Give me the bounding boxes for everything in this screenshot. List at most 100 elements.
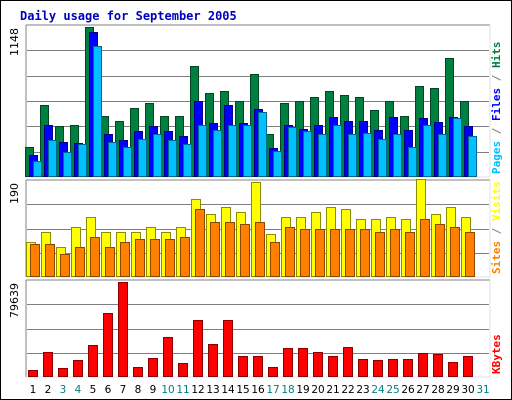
bar-pages-day-22 [348, 134, 357, 177]
bar-pages-day-30 [468, 136, 477, 177]
bar-pages-day-24 [378, 139, 387, 177]
bar-sites-day-1 [30, 244, 40, 277]
bar-kbytes-day-10 [163, 337, 173, 377]
x-tick-label: 9 [150, 384, 157, 396]
bar-sites-day-6 [105, 247, 115, 277]
bar-sites-day-4 [75, 247, 85, 277]
series-sites [30, 209, 475, 277]
bar-kbytes-day-26 [403, 359, 413, 377]
panels-layer: 1148 Pages / Files / Hits 190 Sites / Visit… [8, 24, 503, 378]
x-tick-label: 2 [45, 384, 52, 396]
bar-kbytes-day-4 [73, 360, 83, 377]
bar-pages-day-13 [213, 130, 222, 177]
bar-pages-day-8 [138, 139, 147, 177]
bar-sites-day-25 [390, 229, 400, 277]
bar-pages-day-9 [153, 134, 162, 177]
bar-pages-day-26 [408, 147, 417, 177]
panel-kbytes: 79639 KBytes [8, 279, 503, 378]
bar-sites-day-2 [45, 244, 55, 277]
bar-sites-day-26 [405, 232, 415, 277]
bar-sites-day-13 [210, 222, 220, 277]
bar-sites-day-8 [135, 239, 145, 277]
bar-kbytes-day-23 [358, 359, 368, 377]
series-label-part: / [490, 121, 503, 141]
bar-pages-day-7 [123, 147, 132, 177]
bar-pages-day-25 [393, 134, 402, 177]
bar-pages-day-2 [48, 140, 57, 177]
x-tick-label: 31 [476, 384, 489, 396]
series-label-part: KBytes [490, 334, 503, 374]
x-tick-label: 29 [446, 384, 459, 396]
bar-pages-day-5 [93, 46, 102, 177]
series-label-part: Hits [490, 42, 503, 69]
bar-pages-day-20 [318, 134, 327, 177]
x-tick-label: 24 [371, 384, 385, 396]
x-tick-label: 3 [60, 384, 67, 396]
bar-kbytes-day-12 [193, 320, 203, 377]
series-label-part: Files [490, 88, 503, 121]
bar-sites-day-11 [180, 237, 190, 277]
bar-kbytes-day-14 [223, 320, 233, 377]
bar-pages-day-18 [288, 127, 297, 177]
x-tick-label: 4 [75, 384, 82, 396]
bar-kbytes-day-24 [373, 360, 383, 377]
series-label-part: Visits [490, 181, 503, 221]
bar-pages-day-15 [243, 125, 252, 177]
x-tick-label: 10 [161, 384, 174, 396]
bar-sites-day-15 [240, 224, 250, 277]
bar-kbytes-day-30 [463, 356, 473, 377]
bar-sites-day-22 [345, 229, 355, 277]
bar-pages-day-4 [78, 144, 87, 177]
bar-sites-day-7 [120, 242, 130, 277]
y-max-label: 79639 [8, 283, 21, 318]
bar-pages-day-1 [33, 161, 42, 177]
panel-series-label: Pages / Files / Hits [490, 42, 503, 175]
bar-kbytes-day-5 [88, 345, 98, 377]
bar-sites-day-18 [285, 227, 295, 277]
bar-pages-day-10 [168, 140, 177, 177]
bar-sites-day-17 [270, 242, 280, 277]
bar-kbytes-day-8 [133, 367, 143, 377]
series-label-part: / [490, 221, 503, 241]
bar-sites-day-30 [465, 232, 475, 277]
x-tick-label: 30 [461, 384, 474, 396]
bar-kbytes-day-2 [43, 352, 53, 377]
bar-pages-day-16 [258, 112, 267, 177]
x-tick-label: 28 [431, 384, 444, 396]
bar-pages-day-28 [438, 134, 447, 177]
bar-sites-day-29 [450, 227, 460, 277]
series-label-part: / [490, 68, 503, 88]
series-kbytes [28, 282, 473, 377]
panel-series-label: Sites / Visits [490, 181, 503, 274]
bar-pages-day-11 [183, 144, 192, 177]
bar-sites-day-19 [300, 229, 310, 277]
x-tick-label: 14 [221, 384, 235, 396]
bar-kbytes-day-9 [148, 358, 158, 377]
bar-pages-day-19 [303, 131, 312, 177]
bar-pages-day-17 [273, 151, 282, 177]
bar-kbytes-day-15 [238, 356, 248, 377]
bar-pages-day-14 [228, 125, 237, 177]
panel-series-label: KBytes [490, 334, 503, 374]
bar-kbytes-day-19 [298, 348, 308, 377]
x-tick-label: 12 [191, 384, 204, 396]
panel-visits-sites: 190 Sites / Visits [8, 179, 503, 278]
bar-sites-day-9 [150, 239, 160, 277]
bar-pages-day-29 [453, 118, 462, 177]
bar-sites-day-10 [165, 239, 175, 277]
bar-kbytes-day-1 [28, 370, 38, 377]
bar-kbytes-day-7 [118, 282, 128, 377]
x-tick-label: 13 [206, 384, 219, 396]
bar-sites-day-12 [195, 209, 205, 277]
bar-kbytes-day-28 [433, 354, 443, 377]
x-tick-label: 22 [341, 384, 354, 396]
bar-kbytes-day-13 [208, 344, 218, 377]
bar-sites-day-5 [90, 237, 100, 277]
chart-title: Daily usage for September 2005 [20, 9, 237, 23]
bar-sites-day-24 [375, 232, 385, 277]
x-axis-labels: 1 2 3 4 5 6 7 8 9 10 11 12 13 14 15 16 17 18 19 20 21 22 23 24 2… [30, 384, 490, 396]
x-tick-label: 21 [326, 384, 339, 396]
bar-kbytes-day-29 [448, 362, 458, 377]
bar-kbytes-day-20 [313, 352, 323, 377]
